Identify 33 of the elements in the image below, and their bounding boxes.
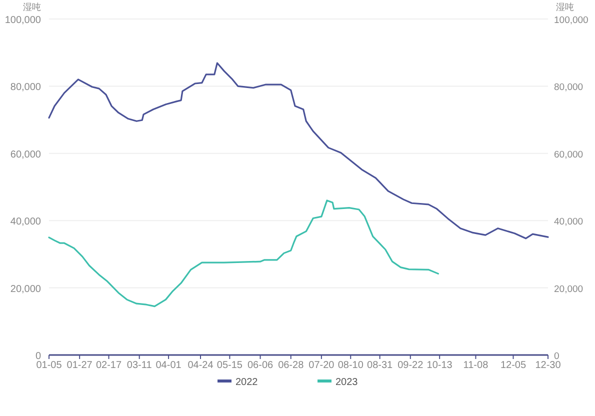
- x-tick-label: 10-13: [426, 360, 453, 371]
- x-tick-label: 07-20: [308, 360, 335, 371]
- y2-tick-label: 80,000: [554, 82, 584, 94]
- x-tick-label: 01-05: [36, 360, 62, 371]
- x-tick-label: 08-10: [338, 360, 364, 371]
- y-tick-label: 20,000: [10, 284, 42, 295]
- y-tick-label: 100,000: [4, 15, 42, 26]
- y-tick-label: 60,000: [10, 149, 42, 160]
- x-tick-label: 12-05: [500, 360, 526, 371]
- x-tick-label: 06-06: [247, 360, 274, 371]
- y2-tick-label: 40,000: [554, 216, 584, 228]
- y-tick-label: 40,000: [10, 216, 42, 228]
- x-tick-label: 01-27: [66, 360, 93, 371]
- y-tick-label: 0: [35, 351, 42, 362]
- y2-axis-title: 湿吨: [556, 2, 574, 12]
- y-axis-title: 湿吨: [23, 2, 41, 12]
- y-tick-label: 80,000: [10, 82, 42, 94]
- x-tick-label: 02-17: [96, 360, 122, 371]
- y2-tick-label: 0: [554, 351, 560, 362]
- legend-label: 2022: [236, 377, 258, 388]
- x-tick-label: 04-24: [188, 360, 214, 371]
- y2-tick-label: 100,000: [554, 15, 588, 26]
- x-tick-label: 03-11: [126, 360, 152, 371]
- x-tick-label: 04-01: [156, 360, 182, 371]
- x-tick-label: 06-28: [278, 360, 304, 371]
- y2-tick-label: 20,000: [554, 284, 584, 295]
- x-tick-label: 12-30: [535, 360, 562, 371]
- legend-label: 2023: [336, 377, 358, 388]
- x-tick-label: 09-22: [398, 360, 424, 371]
- x-tick-label: 08-31: [367, 360, 394, 371]
- x-tick-label: 05-15: [216, 360, 243, 371]
- x-tick-label: 11-08: [463, 360, 489, 371]
- y2-tick-label: 60,000: [554, 149, 584, 160]
